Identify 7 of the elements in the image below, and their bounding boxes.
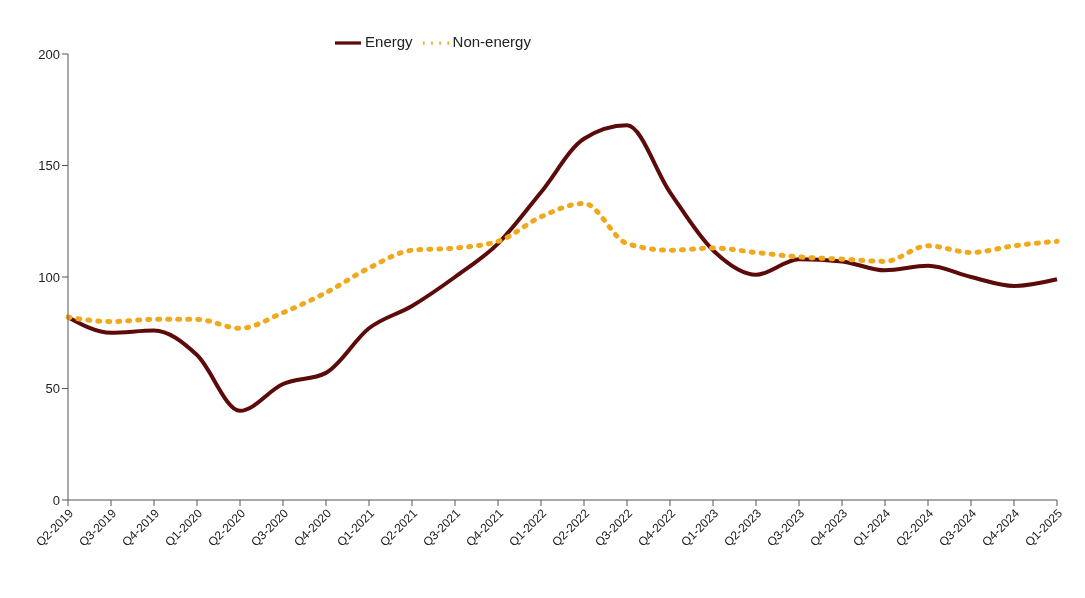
legend-label: Energy — [365, 32, 413, 50]
legend-label: Non-energy — [452, 32, 531, 50]
y-tick-label: 0 — [52, 492, 60, 508]
y-tick-label: 100 — [38, 269, 60, 285]
y-tick-label: 200 — [38, 46, 60, 62]
y-tick-label: 50 — [45, 381, 60, 397]
y-tick-label: 150 — [38, 158, 60, 174]
